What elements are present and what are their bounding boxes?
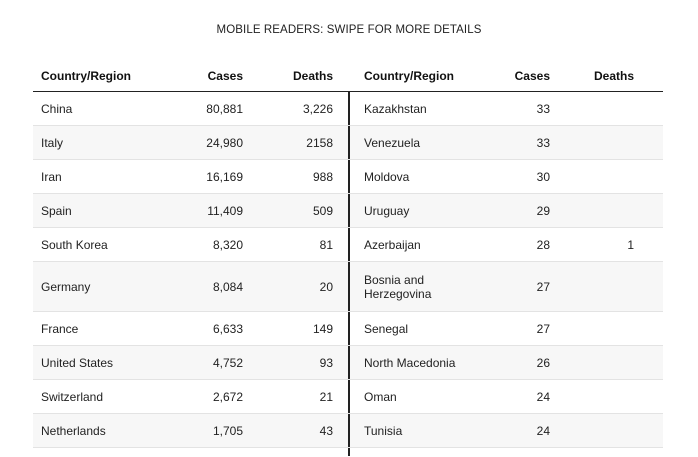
table-header: Country/Region Cases Deaths Country/Regi… [33, 61, 663, 92]
country-cell-2: North Macedonia [364, 355, 456, 370]
cases-cell: 4,752 [212, 355, 243, 370]
deaths-cell: 93 [319, 355, 333, 370]
table-row: United States 4,752 93 North Macedonia 2… [33, 346, 663, 380]
cases-cell-2: 24 [536, 389, 550, 404]
column-separator [348, 92, 350, 125]
cases-cell: 6,633 [212, 321, 243, 336]
country-cell: Switzerland [41, 389, 104, 404]
deaths-cell: 509 [312, 203, 333, 218]
column-separator-tail [348, 448, 350, 456]
cases-cell: 8,084 [212, 279, 243, 294]
cases-cell: 2,672 [212, 389, 243, 404]
country-cell: Italy [41, 135, 64, 150]
country-cell: Netherlands [41, 423, 106, 438]
country-cell-2: Kazakhstan [364, 101, 427, 116]
table-row: Switzerland 2,672 21 Oman 24 [33, 380, 663, 414]
country-cell-2: Senegal [364, 321, 409, 336]
cases-cell-2: 26 [536, 355, 550, 370]
table-row: Netherlands 1,705 43 Tunisia 24 [33, 414, 663, 448]
cases-cell-2: 30 [536, 169, 550, 184]
cases-cell: 16,169 [206, 169, 243, 184]
country-cell-2: Moldova [364, 169, 410, 184]
table-row: Iran 16,169 988 Moldova 30 [33, 160, 663, 194]
table-row: France 6,633 149 Senegal 27 [33, 312, 663, 346]
cases-cell: 11,409 [207, 203, 243, 218]
country-cell-2: Venezuela [364, 135, 421, 150]
country-cell-2: Oman [364, 389, 397, 404]
table-row: Germany 8,084 20 Bosnia and Herzegovina … [33, 262, 663, 312]
swipe-note: MOBILE READERS: SWIPE FOR MORE DETAILS [216, 24, 482, 36]
deaths-cell: 81 [319, 237, 333, 252]
column-separator [348, 262, 350, 311]
header-deaths: Deaths [292, 69, 333, 83]
country-cell: China [41, 101, 73, 116]
column-separator [348, 228, 350, 261]
deaths-cell: 43 [319, 423, 333, 438]
table-row: China 80,881 3,226 Kazakhstan 33 [33, 92, 663, 126]
country-cell: United States [41, 355, 114, 370]
column-separator [348, 380, 350, 413]
column-separator [348, 126, 350, 159]
column-separator [348, 312, 350, 345]
cases-cell-2: 24 [536, 423, 550, 438]
cases-cell: 1,705 [212, 423, 243, 438]
cases-cell-2: 28 [536, 237, 550, 252]
deaths-cell: 2158 [306, 135, 333, 150]
country-cell: Spain [41, 203, 72, 218]
country-cell: Iran [41, 169, 62, 184]
cases-cell: 8,320 [212, 237, 243, 252]
deaths-cell: 988 [312, 169, 333, 184]
country-cell: Germany [41, 279, 91, 294]
column-separator [348, 414, 350, 447]
country-cell: France [41, 321, 79, 336]
cases-cell-2: 33 [536, 135, 550, 150]
country-cell-2: Uruguay [364, 203, 410, 218]
cases-cell-2: 27 [536, 279, 550, 294]
cases-cell-2: 29 [536, 203, 550, 218]
header-cases-2: Cases [514, 69, 550, 83]
header-country: Country/Region [41, 69, 131, 83]
deaths-cell-2: 1 [627, 237, 634, 252]
table-row: Italy 24,980 2158 Venezuela 33 [33, 126, 663, 160]
header-country-2: Country/Region [364, 69, 454, 83]
country-cell: South Korea [41, 237, 108, 252]
column-separator [348, 346, 350, 379]
column-separator [348, 194, 350, 227]
table-row: Spain 11,409 509 Uruguay 29 [33, 194, 663, 228]
table-row: South Korea 8,320 81 Azerbaijan 28 1 [33, 228, 663, 262]
country-cell-2: Tunisia [364, 423, 403, 438]
cases-cell: 80,881 [206, 101, 243, 116]
deaths-cell: 21 [319, 389, 333, 404]
deaths-cell: 3,226 [302, 101, 333, 116]
header-cases: Cases [207, 69, 243, 83]
deaths-cell: 149 [312, 321, 333, 336]
column-separator [348, 160, 350, 193]
cases-cell: 24,980 [206, 135, 243, 150]
cases-table: Country/Region Cases Deaths Country/Regi… [33, 61, 663, 448]
cases-cell-2: 27 [536, 321, 550, 336]
country-cell-2: Azerbaijan [364, 237, 421, 252]
deaths-cell: 20 [319, 279, 333, 294]
cases-cell-2: 33 [536, 101, 550, 116]
country-cell-2: Bosnia and Herzegovina [364, 272, 432, 301]
header-deaths-2: Deaths [593, 69, 634, 83]
